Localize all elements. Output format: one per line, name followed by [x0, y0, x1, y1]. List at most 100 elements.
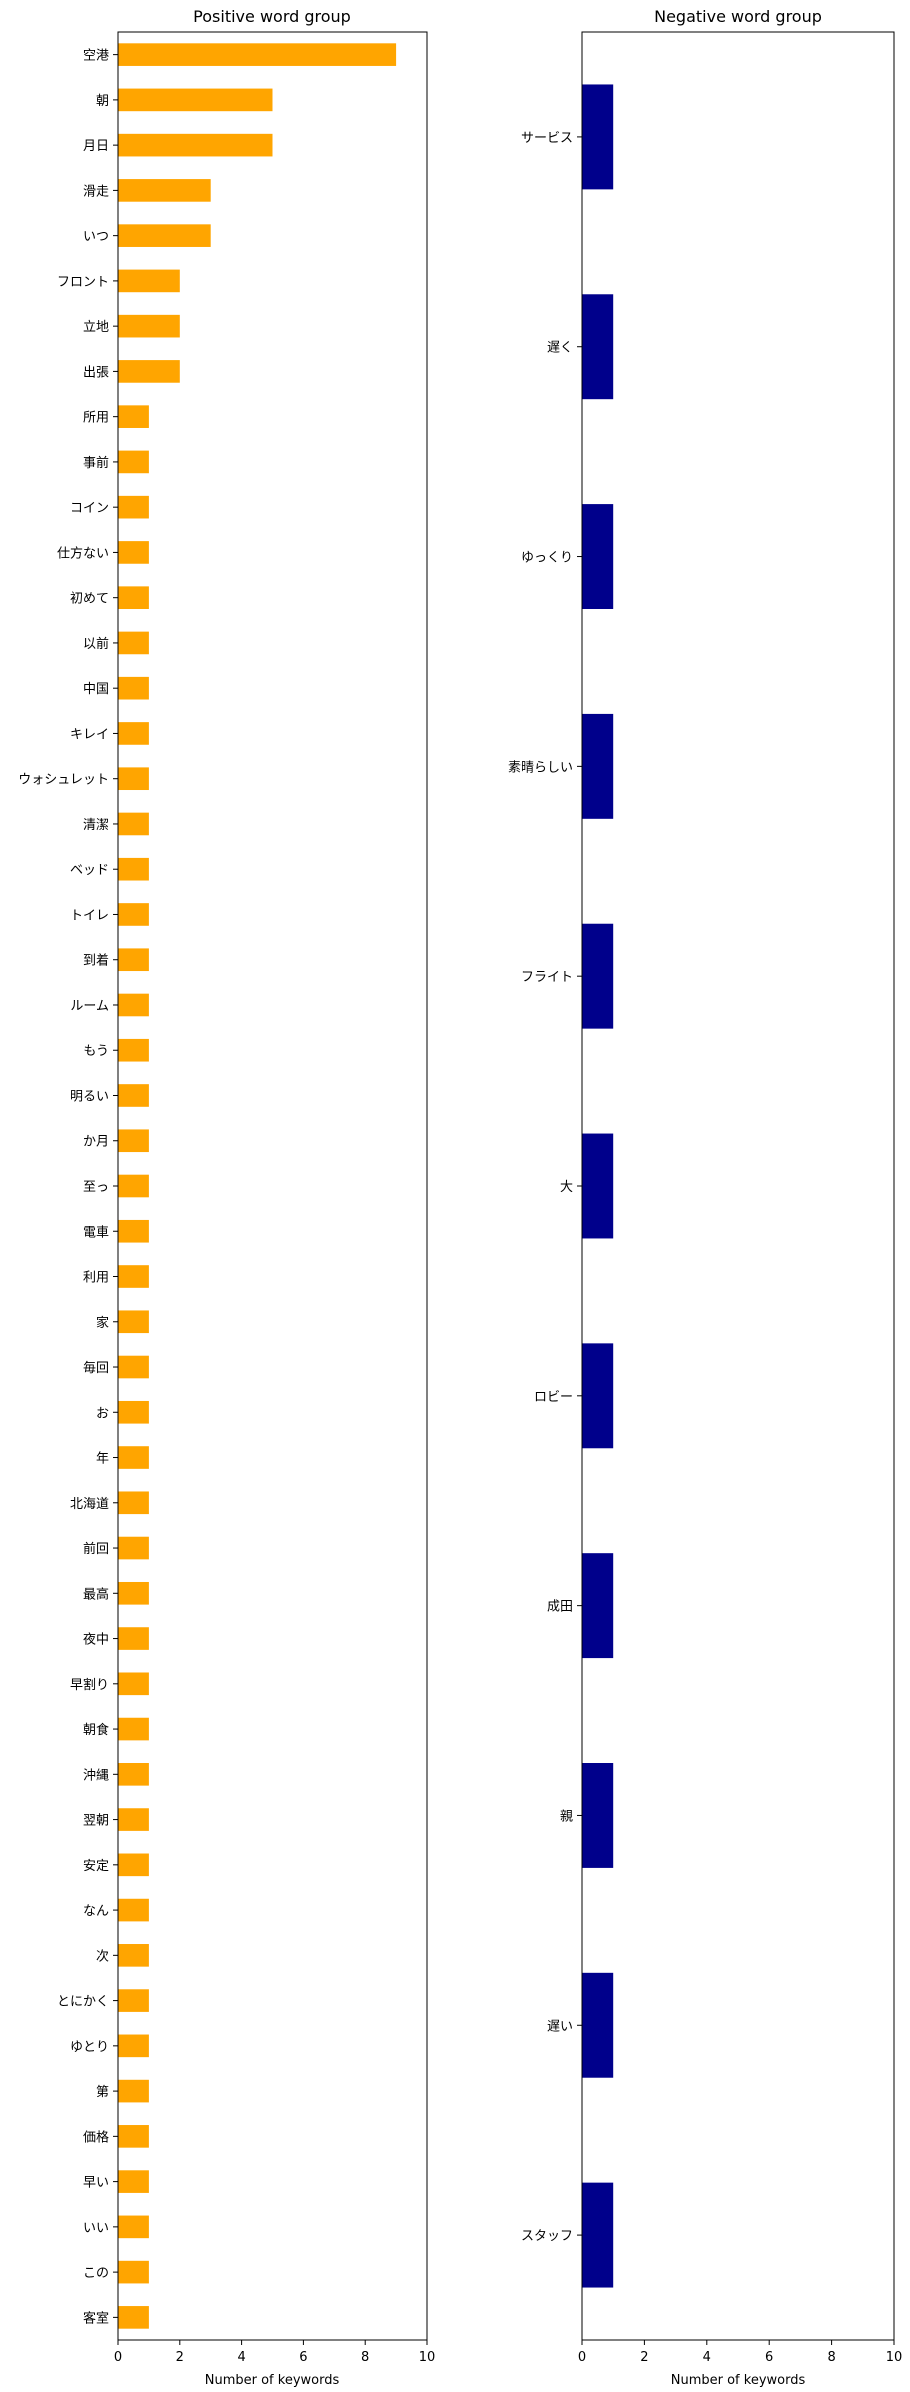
positive-bar: [118, 1853, 149, 1877]
positive-bar: [118, 224, 211, 247]
positive-bar: [118, 179, 211, 202]
negative-bar: [582, 923, 614, 1029]
positive-bar: [118, 676, 149, 700]
positive-bar: [118, 948, 149, 972]
positive-bar: [118, 1400, 149, 1424]
positive-y-tick-label: 事前: [83, 455, 109, 471]
positive-bar: [118, 1174, 149, 1198]
negative-x-tick-label: 4: [703, 2350, 711, 2365]
positive-y-tick-label: とにかく: [57, 1995, 109, 2010]
positive-bar: [118, 43, 397, 66]
positive-bar: [118, 1310, 149, 1334]
positive-bar: [118, 1944, 149, 1967]
positive-y-tick-label: もう: [83, 1044, 109, 1059]
positive-bar: [118, 812, 149, 836]
positive-y-tick-label: 到着: [83, 953, 109, 969]
positive-y-tick-label: この: [83, 2266, 109, 2281]
positive-bar: [118, 450, 149, 474]
positive-y-tick-label: 朝: [96, 94, 109, 109]
negative-chart-title: Negative word group: [654, 7, 822, 26]
positive-y-tick-label: 夜中: [83, 1633, 109, 1648]
positive-y-tick-label: 家: [96, 1315, 109, 1331]
negative-x-tick-label: 8: [827, 2350, 835, 2365]
positive-y-tick-label: 月日: [83, 139, 109, 154]
positive-y-tick-label: 空港: [83, 49, 109, 64]
positive-y-tick-label: 翌朝: [83, 1814, 109, 1829]
negative-bar: [582, 713, 614, 819]
negative-y-tick-label: サービス: [521, 131, 573, 146]
positive-y-tick-label: 清潔: [83, 818, 109, 833]
positive-bar: [118, 1808, 149, 1831]
positive-y-tick-label: 毎回: [83, 1360, 109, 1376]
positive-y-tick-label: 中国: [83, 682, 109, 697]
positive-y-tick-label: ベッド: [70, 863, 109, 878]
positive-bar: [118, 1672, 149, 1696]
positive-bar: [118, 722, 149, 745]
positive-y-tick-label: 出張: [83, 365, 109, 380]
positive-y-tick-label: 前回: [83, 1541, 109, 1557]
positive-y-tick-label: キレイ: [70, 727, 109, 742]
positive-bar: [118, 2260, 149, 2284]
positive-x-axis-label: Number of keywords: [205, 2373, 340, 2388]
positive-x-tick-label: 0: [114, 2350, 122, 2365]
negative-y-tick-label: フライト: [521, 970, 573, 985]
positive-bar: [118, 1265, 149, 1288]
positive-bar: [118, 1581, 149, 1605]
positive-bar: [118, 1129, 149, 1153]
positive-y-tick-label: 沖縄: [83, 1768, 109, 1783]
positive-bar: [118, 2125, 149, 2148]
positive-y-tick-label: 北海道: [70, 1497, 109, 1512]
positive-bar: [118, 1038, 149, 1062]
positive-y-tick-label: 年: [96, 1452, 109, 1467]
negative-bar: [582, 1763, 614, 1868]
negative-bar: [582, 504, 614, 609]
positive-bar: [118, 2079, 149, 2103]
positive-y-tick-label: 利用: [83, 1271, 109, 1286]
positive-bar: [118, 314, 180, 338]
positive-y-tick-label: 客室: [83, 2310, 109, 2326]
positive-bar: [118, 631, 149, 655]
positive-bar: [118, 1989, 149, 2012]
positive-y-tick-label: 以前: [83, 636, 109, 652]
negative-y-tick-label: 大: [560, 1180, 573, 1195]
positive-chart-title: Positive word group: [193, 7, 351, 26]
positive-chart: Positive word group Number of keywords 空…: [18, 7, 435, 2388]
positive-y-tick-label: お: [96, 1406, 109, 1421]
negative-x-tick-label: 6: [765, 2350, 773, 2365]
positive-bar: [118, 269, 180, 293]
negative-x-axis-label: Number of keywords: [671, 2373, 806, 2388]
positive-bar: [118, 495, 149, 519]
positive-y-tick-label: 第: [96, 2085, 109, 2100]
positive-bar: [118, 1627, 149, 1650]
negative-bar: [582, 84, 614, 190]
positive-y-tick-label: トイレ: [70, 908, 109, 923]
positive-y-tick-label: 最高: [83, 1586, 109, 1602]
positive-y-tick-label: 滑走: [83, 184, 109, 199]
positive-bar: [118, 2215, 149, 2239]
positive-y-tick-label: 安定: [83, 1859, 109, 1874]
positive-x-tick-label: 6: [299, 2350, 307, 2365]
positive-bar: [118, 2170, 149, 2193]
positive-y-tick-label: ゆとり: [70, 2040, 109, 2055]
positive-bar: [118, 1355, 149, 1379]
positive-y-tick-label: 電車: [83, 1225, 109, 1240]
positive-x-tick-label: 2: [176, 2350, 184, 2365]
negative-y-tick-label: スタッフ: [521, 2229, 573, 2244]
positive-bar: [118, 133, 273, 157]
negative-y-tick-label: 遅く: [547, 341, 573, 356]
negative-x-tick-label: 0: [578, 2350, 586, 2365]
positive-y-tick-label: いつ: [83, 230, 109, 245]
positive-y-tick-label: フロント: [57, 275, 109, 290]
positive-bar: [118, 360, 180, 383]
positive-bar: [118, 1084, 149, 1107]
negative-plot-frame: [581, 31, 895, 2341]
positive-x-tick-label: 8: [361, 2350, 369, 2365]
positive-x-tick-label: 10: [419, 2350, 436, 2365]
positive-bar: [118, 1446, 149, 1469]
positive-bar: [118, 2306, 149, 2329]
positive-y-tick-label: ルーム: [70, 999, 109, 1014]
negative-x-tick-label: 10: [886, 2350, 903, 2365]
positive-y-tick-label: 明るい: [70, 1089, 109, 1104]
negative-y-tick-label: ロビー: [534, 1390, 573, 1405]
